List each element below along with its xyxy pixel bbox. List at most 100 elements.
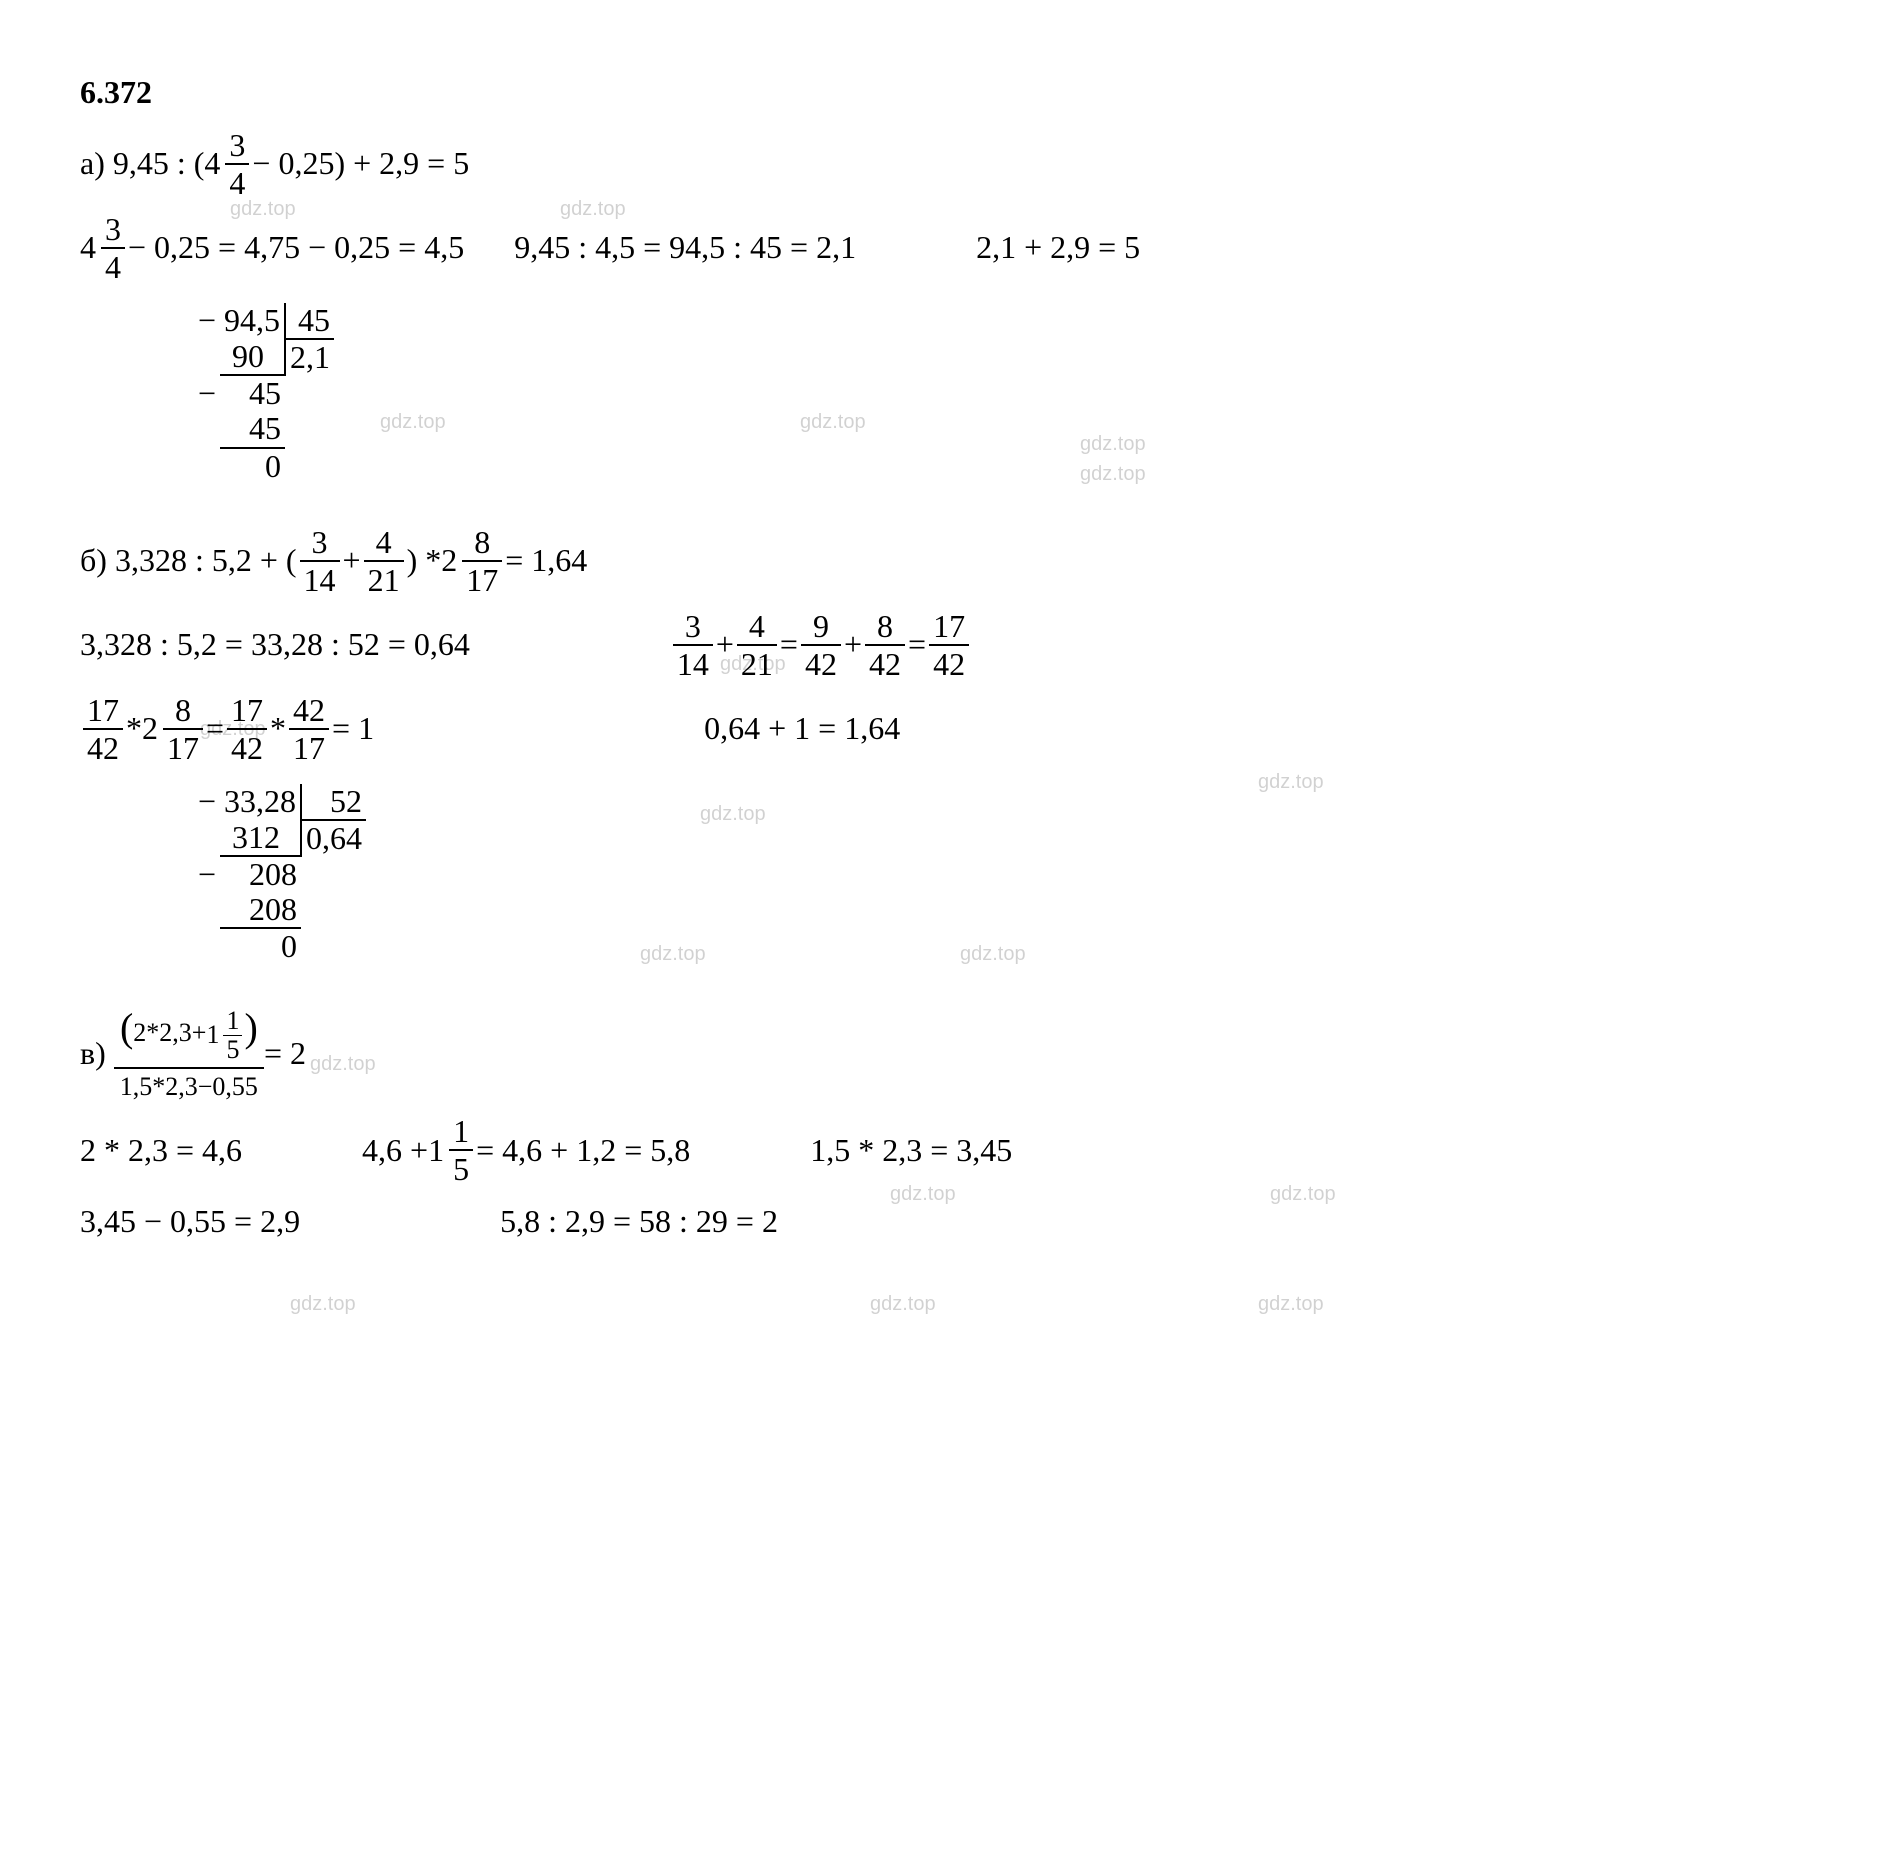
fraction-den: 17 [289, 728, 329, 764]
expr-text: = 2 [264, 1031, 306, 1076]
problem-number: 6.372 [80, 70, 1843, 115]
fraction: 4217 [289, 694, 329, 764]
long-division-b: 33,28 52 312 0,64 208 208 0 [220, 784, 366, 965]
fraction-num: 1 [449, 1115, 473, 1149]
expr-a-prefix: 9,45 : ( [113, 141, 205, 186]
ld-divisor: 52 [330, 783, 362, 819]
ld-step: 208 [249, 891, 297, 927]
fraction-den: 14 [300, 560, 340, 596]
fraction-den: 5 [223, 1035, 242, 1063]
fraction-den: 42 [227, 728, 267, 764]
fraction-den: 42 [801, 644, 841, 680]
fraction-den: 17 [163, 728, 203, 764]
ld-step: 45 [249, 410, 281, 446]
expr-text: = 4,6 + 1,2 = 5,8 [476, 1128, 690, 1173]
ld-step: 45 [249, 375, 281, 411]
fraction-num: 17 [227, 694, 267, 728]
watermark: gdz.top [1258, 1290, 1324, 1318]
expr-text: ) * [407, 538, 442, 583]
fraction-num: 17 [929, 610, 969, 644]
fraction-num: 8 [171, 694, 195, 728]
watermark: gdz.top [290, 1290, 356, 1318]
fraction-den: 21 [737, 644, 777, 680]
expr-text: + [844, 622, 862, 667]
expr-text: 4,6 + [362, 1128, 428, 1173]
expr-text: = 1,64 [505, 538, 587, 583]
expr-text: 3,328 : 5,2 + ( [115, 538, 297, 583]
fraction: 314 [673, 610, 713, 680]
fraction: 3 14 [300, 526, 340, 596]
fraction: 1742 [83, 694, 123, 764]
fraction: 842 [865, 610, 905, 680]
fraction-num: 4 [745, 610, 769, 644]
expr-text: = [206, 706, 224, 751]
ld-dividend: 94,5 [224, 302, 280, 338]
fraction: 942 [801, 610, 841, 680]
expr-text: 1,5*2,3−0,55 [114, 1067, 264, 1102]
expr-text: 3,45 − 0,55 = 2,9 [80, 1199, 300, 1244]
expr-text: 5,8 : 2,9 = 58 : 29 = 2 [500, 1199, 778, 1244]
fraction: 3 4 [225, 129, 249, 199]
expr-text: 0,64 + 1 = 1,64 [704, 706, 900, 751]
ld-result: 0 [265, 448, 281, 484]
part-b: б) 3,328 : 5,2 + ( 3 14 + 4 21 ) * 2 8 1… [80, 526, 1843, 977]
ld-quotient: 0,64 [306, 820, 362, 856]
expr-text: 9,45 : 4,5 = 94,5 : 45 = 2,1 [514, 225, 856, 270]
ld-quotient: 2,1 [290, 339, 330, 375]
fraction-num: 3 [101, 213, 125, 247]
fraction-den: 4 [225, 163, 249, 199]
expr-text: * [270, 706, 286, 751]
mixed-whole: 1 [428, 1128, 444, 1173]
part-a: а) 9,45 : ( 4 3 4 − 0,25) + 2,9 = 5 4 3 … [80, 129, 1843, 496]
fraction-num: 42 [289, 694, 329, 728]
fraction-den: 42 [865, 644, 905, 680]
fraction-num: 3 [308, 526, 332, 560]
mixed-fraction: 1 15 [428, 1115, 476, 1185]
mixed-fraction: 2 8 17 [441, 526, 505, 596]
fraction: 4 21 [364, 526, 404, 596]
fraction-den: 21 [364, 560, 404, 596]
part-a-label: а) [80, 141, 105, 186]
mixed-fraction: 4 3 4 [204, 129, 252, 199]
fraction-num: 8 [470, 526, 494, 560]
part-b-label: б) [80, 538, 107, 583]
expr-text: 2 * 2,3 = 4,6 [80, 1128, 242, 1173]
fraction: 1742 [227, 694, 267, 764]
ld-result: 0 [281, 928, 297, 964]
expr-text: + [343, 538, 361, 583]
mixed-fraction: 115 [206, 1008, 244, 1063]
fraction: 1742 [929, 610, 969, 680]
ld-step: 90 [232, 338, 264, 374]
fraction-num: 8 [873, 610, 897, 644]
fraction: 15 [449, 1115, 473, 1185]
mixed-fraction: 2 817 [142, 694, 206, 764]
fraction-num: 4 [372, 526, 396, 560]
expr-text: − 0,25 = 4,75 − 0,25 = 4,5 [128, 225, 464, 270]
fraction-den: 14 [673, 644, 713, 680]
ld-dividend: 33,28 [224, 783, 296, 819]
fraction-den: 4 [101, 247, 125, 283]
mixed-whole: 4 [204, 141, 220, 186]
big-fraction: (2*2,3+115) 1,5*2,3−0,55 [114, 1006, 264, 1101]
fraction: 3 4 [101, 213, 125, 283]
expr-text: 2,1 + 2,9 = 5 [976, 225, 1140, 270]
mixed-whole: 2 [441, 538, 457, 583]
ld-step: 312 [232, 819, 280, 855]
expr-text: 3,328 : 5,2 = 33,28 : 52 = 0,64 [80, 622, 470, 667]
mixed-whole: 2 [142, 706, 158, 751]
expr-a-suffix: − 0,25) + 2,9 = 5 [252, 141, 469, 186]
expr-text: 2*2,3+ [133, 1018, 206, 1047]
fraction-num: 1 [223, 1008, 242, 1035]
fraction-num: 17 [83, 694, 123, 728]
mixed-fraction: 4 3 4 [80, 213, 128, 283]
expr-text: = [780, 622, 798, 667]
fraction: 817 [163, 694, 203, 764]
long-division-a: 94,5 45 90 2,1 45 45 0 [220, 303, 334, 484]
part-c-label: в) [80, 1031, 106, 1076]
fraction-den: 5 [449, 1149, 473, 1185]
part-c: в) (2*2,3+115) 1,5*2,3−0,55 = 2 2 * 2,3 … [80, 1006, 1843, 1244]
mixed-whole: 4 [80, 225, 96, 270]
fraction-den: 17 [462, 560, 502, 596]
expr-text: = 1 [332, 706, 374, 751]
expr-text: 1,5 * 2,3 = 3,45 [810, 1128, 1012, 1173]
